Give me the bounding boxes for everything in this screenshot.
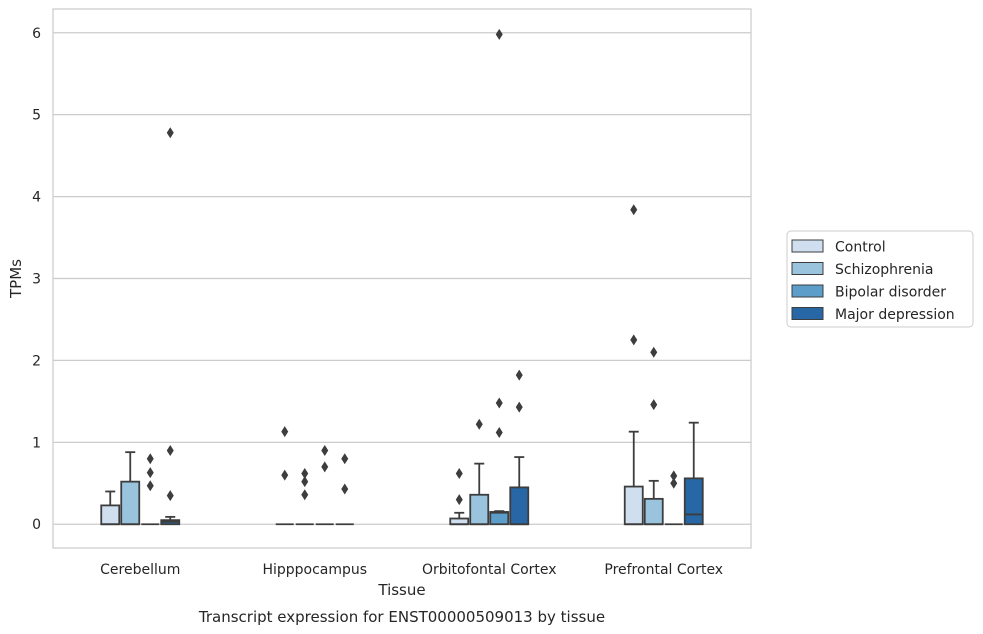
outlier-point [495, 427, 503, 438]
y-tick-label: 1 [32, 435, 41, 451]
y-tick-label: 5 [32, 108, 41, 124]
outlier-point [515, 369, 523, 381]
x-axis-ticks: Cerebellum Hipppocampus Orbitofontal Corte… [100, 562, 723, 578]
outlier-point [321, 445, 329, 457]
box-control [623, 430, 644, 526]
outlier-point [146, 467, 154, 479]
legend-item: Control [791, 239, 886, 256]
box-body [683, 477, 704, 526]
outliers [146, 28, 678, 506]
box-major-depression [160, 515, 181, 526]
legend-swatch [791, 239, 824, 253]
outlier-point [650, 399, 658, 411]
legend-swatch [791, 284, 824, 298]
legend-item: Schizophrenia [791, 262, 933, 278]
box-body [100, 504, 121, 526]
outlier-point [630, 204, 638, 216]
outlier-point [455, 467, 463, 479]
box-body [120, 480, 141, 526]
legend-label: Schizophrenia [835, 262, 933, 278]
outlier-point [515, 401, 523, 413]
y-tick-label: 3 [32, 272, 41, 288]
box-body [509, 486, 530, 526]
y-tick-label: 0 [32, 517, 41, 533]
legend-swatch [791, 307, 824, 320]
outlier-point [166, 490, 174, 502]
outlier-point [495, 397, 503, 409]
box-major-depression [683, 421, 704, 526]
box-control [449, 511, 470, 526]
outlier-point [670, 470, 678, 482]
outlier-point [281, 469, 289, 481]
box-schizophrenia [469, 462, 490, 526]
y-tick-label: 4 [32, 190, 41, 206]
x-axis-title: Tissue [377, 581, 425, 599]
y-axis-title: TPMs [7, 259, 25, 299]
gridlines [53, 32, 751, 525]
outlier-point [301, 489, 309, 501]
plot-frame [52, 8, 752, 549]
legend: Control Schizophrenia Bipolar disorder Majo… [786, 230, 974, 328]
box-schizophrenia [643, 479, 664, 526]
box-body [489, 511, 510, 526]
box-body [469, 493, 490, 526]
outlier-point [630, 334, 638, 346]
legend-swatch [791, 262, 824, 275]
box-control [100, 490, 121, 526]
legend-label: Control [835, 240, 886, 256]
outlier-point [341, 483, 349, 495]
outlier-point [670, 477, 678, 489]
boxes [100, 421, 704, 526]
y-axis-ticks: 0 1 2 3 4 5 6 [32, 26, 41, 533]
x-tick-label: Prefrontal Cortex [604, 562, 723, 578]
outlier-point [475, 418, 483, 430]
legend-frame [786, 230, 974, 328]
outlier-point [301, 476, 309, 488]
outlier-point [650, 346, 658, 358]
outlier-point [146, 453, 154, 465]
x-tick-label: Orbitofontal Cortex [422, 562, 557, 578]
outlier-point [146, 480, 154, 492]
chart-caption: Transcript expression for ENST0000050901… [198, 608, 605, 626]
outlier-point [341, 453, 349, 465]
legend-label: Bipolar disorder [835, 285, 946, 301]
legend-item: Bipolar disorder [791, 284, 946, 301]
x-tick-label: Cerebellum [100, 562, 180, 578]
legend-label: Major depression [835, 307, 955, 323]
outlier-point [166, 127, 174, 139]
legend-item: Major depression [791, 307, 955, 323]
outlier-point [455, 494, 463, 506]
x-tick-label: Hipppocampus [262, 562, 367, 578]
box-body [643, 497, 664, 526]
outlier-point [166, 445, 174, 457]
outlier-point [321, 461, 329, 473]
outlier-point [281, 426, 289, 438]
outlier-point [495, 28, 503, 40]
box-schizophrenia [120, 451, 141, 526]
y-tick-label: 6 [32, 26, 41, 42]
box-bipolar-disorder [489, 510, 510, 526]
y-tick-label: 2 [32, 353, 41, 369]
box-major-depression [509, 456, 530, 526]
outlier-point [301, 467, 309, 479]
box-body [623, 485, 644, 526]
